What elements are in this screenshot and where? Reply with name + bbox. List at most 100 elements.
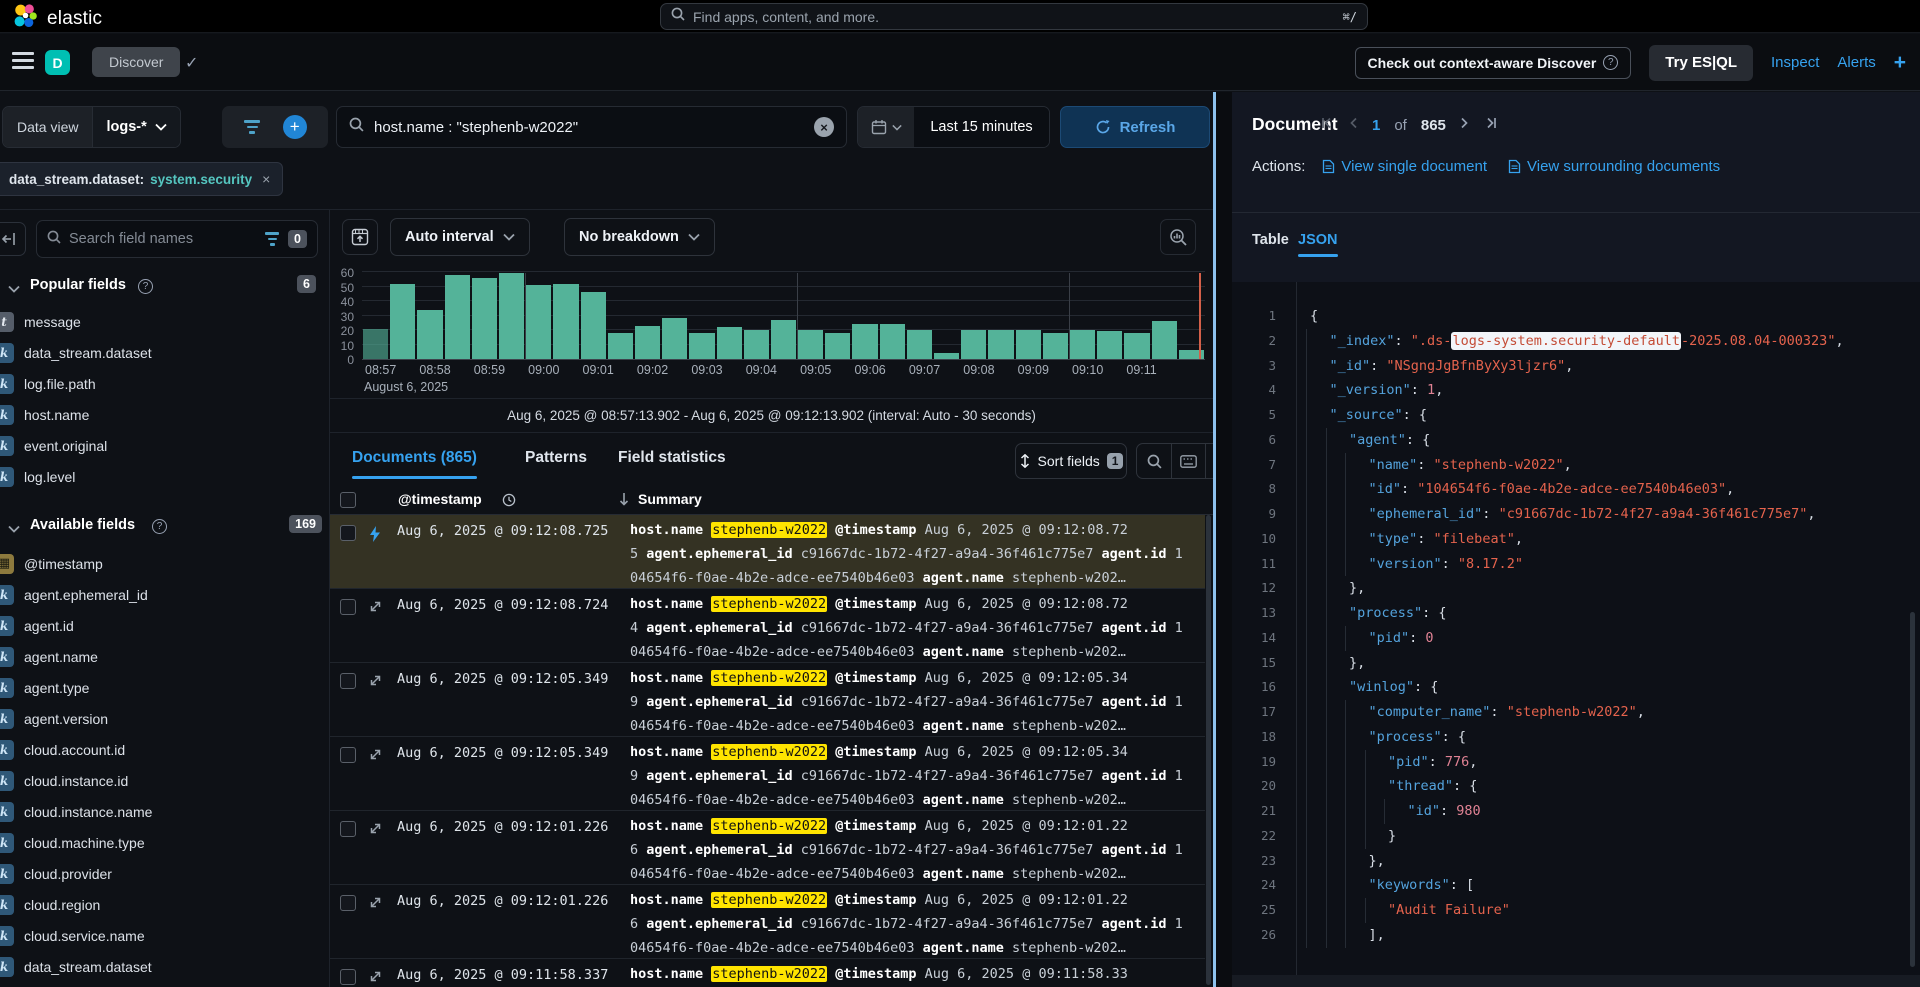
histogram-bar[interactable] [798,330,824,359]
field-list-item[interactable]: k agent.type [0,672,329,703]
histogram-bar[interactable] [662,318,688,359]
histogram-bar[interactable] [770,319,797,359]
row-expand-icon[interactable] [368,969,386,987]
space-badge[interactable]: D [45,50,70,75]
tab-patterns[interactable]: Patterns [525,449,588,466]
elastic-logo[interactable]: elastic [12,3,102,34]
field-list-item[interactable]: k agent.id [0,610,329,641]
histogram-bar[interactable] [1151,321,1177,359]
query-input-box[interactable]: × [336,106,847,148]
field-list-item[interactable]: k data_stream.dataset [0,951,329,982]
row-checkbox[interactable] [340,525,356,541]
edit-visualization-button[interactable] [1160,219,1196,255]
histogram-bar[interactable] [417,309,443,359]
histogram-bar[interactable] [689,332,715,359]
histogram-bar[interactable] [879,324,905,359]
table-row[interactable]: Aug 6, 2025 @ 09:11:58.337 host.name step… [330,959,1205,987]
field-search-box[interactable]: 0 [36,220,318,258]
histogram-bar[interactable] [852,324,878,359]
table-row[interactable]: Aug 6, 2025 @ 09:12:08.724 host.name step… [330,589,1205,663]
row-checkbox[interactable] [340,895,356,911]
breakdown-dropdown[interactable]: No breakdown [564,218,715,256]
histogram-bar[interactable] [906,330,933,359]
tab-field-statistics[interactable]: Field statistics [618,449,726,466]
histogram-bar[interactable] [1097,331,1123,359]
histogram-bar[interactable] [988,330,1014,359]
histogram-chart[interactable] [362,271,1205,360]
data-view-picker[interactable]: Data view logs-* [2,106,181,148]
clear-query-icon[interactable]: × [814,117,834,137]
row-flash-icon[interactable] [368,525,386,543]
view-single-document-link[interactable]: View single document [1322,158,1487,175]
field-list-item[interactable]: k cloud.machine.type [0,827,329,858]
table-scrollbar[interactable] [1206,515,1211,985]
histogram-bar[interactable] [607,332,633,359]
next-page-icon[interactable] [1460,116,1470,134]
histogram-bar[interactable] [1124,332,1150,359]
field-list-item[interactable]: k log.file.path [0,368,329,399]
filter-icon[interactable] [243,117,261,137]
histogram-bar[interactable] [1070,330,1096,359]
field-list-item[interactable]: k cloud.service.name [0,920,329,951]
first-page-icon[interactable] [1320,116,1334,134]
field-filter-icon[interactable] [264,229,280,249]
sort-fields-button[interactable]: Sort fields 1 [1015,443,1127,479]
add-filter-icon[interactable]: + [282,115,307,139]
row-checkbox[interactable] [340,821,356,837]
histogram-bar[interactable] [444,274,470,359]
field-list-item[interactable]: k event.original [0,430,329,461]
field-list-item[interactable]: k host.name [0,399,329,430]
table-row[interactable]: Aug 6, 2025 @ 09:12:08.725 host.name step… [330,515,1205,589]
row-checkbox[interactable] [340,599,356,615]
table-row[interactable]: Aug 6, 2025 @ 09:12:01.226 host.name step… [330,885,1205,959]
summary-column-header[interactable]: Summary [638,491,702,507]
histogram-bar[interactable] [498,273,525,359]
field-list-item[interactable]: k cloud.instance.name [0,796,329,827]
histogram-bar[interactable] [553,283,579,359]
tab-table[interactable]: Table [1252,232,1289,248]
try-esql-button[interactable]: Try ES|QL [1649,44,1754,81]
global-search-input[interactable] [693,8,1335,25]
histogram-bar[interactable] [1042,332,1069,359]
table-row[interactable]: Aug 6, 2025 @ 09:12:05.349 host.name step… [330,663,1205,737]
histogram-bar[interactable] [825,332,851,359]
field-list-item[interactable]: t message [0,306,329,337]
row-expand-icon[interactable] [368,673,386,691]
histogram-bar[interactable] [743,330,769,359]
refresh-button[interactable]: Refresh [1060,106,1210,148]
menu-icon[interactable] [12,52,34,70]
context-aware-banner[interactable]: Check out context-aware Discover ? [1354,46,1632,79]
keyboard-shortcuts-icon[interactable] [1171,443,1205,479]
field-list-item[interactable]: k cloud.instance.id [0,765,329,796]
add-icon[interactable]: + [1893,50,1906,74]
flyout-resize-handle[interactable] [1213,92,1232,987]
inspect-link[interactable]: Inspect [1771,54,1820,71]
json-scrollbar[interactable] [1910,612,1915,967]
row-checkbox[interactable] [340,747,356,763]
tab-documents[interactable]: Documents (865) [352,449,477,479]
sort-desc-icon[interactable] [618,492,630,509]
field-list-item[interactable]: k agent.ephemeral_id [0,579,329,610]
calendar-dropdown[interactable] [858,107,914,147]
interval-dropdown[interactable]: Auto interval [390,218,530,256]
hide-chart-button[interactable] [342,219,378,255]
field-list-item[interactable]: k data_stream.dataset [0,337,329,368]
field-list-item[interactable]: ▦ @timestamp [0,548,329,579]
view-surrounding-documents-link[interactable]: View surrounding documents [1508,158,1720,175]
field-list-item[interactable]: k cloud.region [0,889,329,920]
field-list-item[interactable]: k agent.version [0,703,329,734]
histogram-bar[interactable] [934,353,960,359]
search-in-table-icon[interactable] [1137,443,1171,479]
field-list-item[interactable]: k log.level [0,461,329,492]
row-expand-icon[interactable] [368,599,386,617]
last-page-icon[interactable] [1484,116,1498,134]
collapse-sidebar-button[interactable] [0,222,26,256]
histogram-bar[interactable] [1178,350,1204,359]
row-expand-icon[interactable] [368,821,386,839]
histogram-bar[interactable] [526,285,552,359]
field-list-item[interactable]: k agent.name [0,641,329,672]
time-range-value[interactable]: Last 15 minutes [914,107,1049,147]
breadcrumb[interactable]: Discover [92,47,181,77]
histogram-bar[interactable] [961,330,987,359]
histogram-bar[interactable] [471,277,497,359]
